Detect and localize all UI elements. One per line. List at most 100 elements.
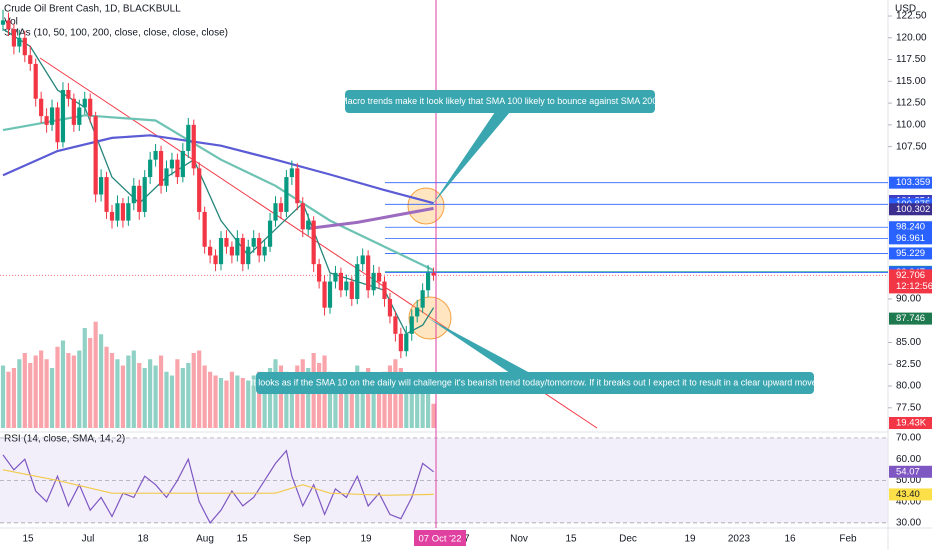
candle-body	[104, 177, 109, 212]
candle-body	[235, 238, 240, 256]
candle-body	[17, 37, 22, 47]
volume-bar	[251, 375, 256, 428]
volume-bar	[317, 363, 322, 428]
candle-body	[300, 203, 305, 230]
volume-bar	[420, 384, 425, 428]
volume-bar	[39, 350, 44, 428]
candle-body	[191, 124, 196, 169]
volume-bar	[71, 355, 76, 428]
price-tag-label: 103.359	[896, 177, 930, 188]
volume-bar	[115, 359, 120, 428]
volume-bar	[93, 321, 98, 428]
indicator-label: SMAs (10, 50, 100, 200, close, close, cl…	[4, 28, 228, 39]
chart-title: Crude Oil Brent Cash, 1D, BLACKBULL	[4, 4, 181, 15]
volume-bar	[137, 363, 142, 428]
rsi-line	[2, 469, 434, 496]
candle-body	[273, 203, 278, 221]
candle-body	[66, 90, 71, 99]
volume-bar	[202, 365, 207, 428]
rsi-title: RSI (14, close, SMA, 14, 2)	[4, 434, 125, 445]
rsi-tick-label: 30.00	[896, 518, 921, 529]
candle-body	[208, 246, 213, 256]
candle-body	[28, 55, 33, 64]
candle-body	[164, 168, 169, 186]
price-tag	[889, 232, 932, 245]
y-tick-label: 90.00	[896, 294, 921, 305]
volume-bar	[327, 371, 333, 428]
candle-body	[218, 238, 224, 265]
volume-bar	[164, 371, 169, 428]
volume-bar	[82, 328, 87, 428]
volume-bar	[387, 365, 393, 428]
volume-bar	[415, 378, 420, 428]
price-tag-label: 100.302	[896, 204, 930, 215]
volume-bar	[257, 371, 262, 428]
callout-box	[345, 90, 655, 113]
candle-body	[142, 177, 147, 212]
candle-body	[71, 98, 76, 125]
y-tick-label: 122.50	[896, 11, 927, 22]
volume-bar	[398, 368, 403, 428]
candle-body	[322, 281, 327, 308]
volume-bar	[246, 380, 251, 428]
sma-line	[308, 206, 434, 230]
candle-body	[99, 177, 104, 195]
y-tick-label: 85.00	[896, 337, 921, 348]
volume-bar	[431, 403, 436, 428]
volume-bar	[235, 375, 240, 428]
volume-bar	[409, 380, 414, 428]
candle-body	[306, 220, 311, 230]
candle-body	[349, 281, 354, 299]
volume-bar	[218, 378, 224, 428]
candle-body	[387, 298, 393, 317]
candle-body	[415, 307, 420, 317]
candle-body	[382, 281, 387, 299]
rsi-line	[2, 449, 434, 524]
x-tick-label: 19	[360, 534, 372, 545]
x-tick-label: Dec	[619, 534, 637, 545]
volume-bar	[120, 365, 125, 428]
candle-body	[22, 37, 27, 56]
volume-tag	[889, 417, 932, 429]
candle-body	[376, 272, 382, 282]
volume-bar	[55, 346, 60, 428]
volume-bar	[49, 368, 55, 428]
rsi-tag-label: 54.07	[896, 466, 920, 477]
volume-bar	[148, 359, 153, 428]
candle-body	[240, 238, 245, 265]
y-tick-label: 110.00	[896, 119, 926, 130]
price-tag	[889, 247, 932, 260]
x-tick-label: 15	[22, 534, 34, 545]
price-tag	[889, 176, 932, 189]
volume-bar	[426, 390, 431, 428]
candle-body	[153, 150, 158, 160]
x-tick-label: 19	[684, 534, 696, 545]
y-tick-label: 112.50	[896, 98, 926, 109]
rsi-tick-label: 50.00	[896, 475, 921, 486]
candle-body	[398, 333, 403, 352]
sma-line	[2, 134, 434, 205]
candle-body	[295, 168, 300, 204]
volume-bar	[360, 371, 365, 428]
volume-bar	[126, 355, 131, 428]
candle-body	[33, 63, 38, 99]
volume-bar	[278, 365, 284, 428]
candle-body	[0, 20, 6, 25]
volume-bar	[99, 334, 104, 428]
rsi-tag-label: 43.40	[896, 489, 920, 500]
candle-body	[197, 168, 202, 212]
candle-body	[366, 255, 371, 291]
candle-body	[93, 116, 98, 195]
candle-body	[88, 98, 93, 117]
sma-line	[2, 28, 435, 335]
x-tick-label: 18	[137, 534, 149, 545]
y-tick-label: 117.50	[896, 54, 926, 65]
x-tick-label: Jul	[82, 534, 95, 545]
candle-body	[39, 98, 44, 117]
candle-body	[6, 20, 11, 30]
volume-bar	[284, 371, 289, 428]
highlight-circle	[407, 187, 445, 225]
price-tag-label: 92.706	[896, 270, 925, 281]
candle-body	[426, 272, 431, 291]
candle-body	[137, 185, 142, 212]
